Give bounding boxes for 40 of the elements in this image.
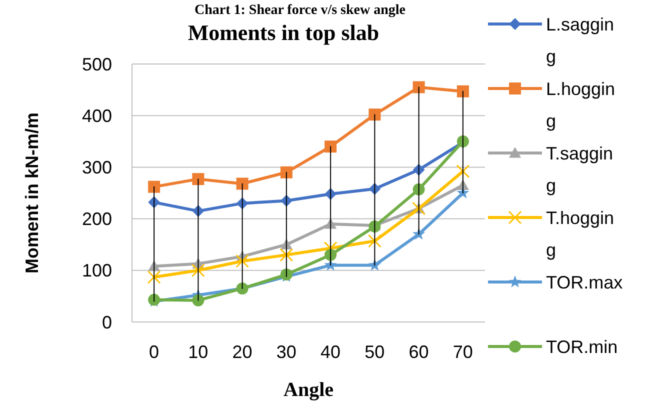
chart-title: Moments in top slab [188, 20, 380, 45]
x-tick-label: 70 [452, 342, 473, 362]
legend-label: T.sagging [546, 143, 614, 196]
legend-label: T.hogging [546, 208, 614, 260]
y-tick-label: 500 [82, 54, 112, 74]
legend-label: L.sagging [546, 14, 614, 66]
y-tick-label: 0 [102, 312, 112, 332]
y-tick-label: 300 [82, 158, 112, 178]
point [324, 241, 338, 255]
point [192, 173, 204, 186]
point [236, 254, 250, 268]
y-tick-label: 100 [82, 260, 112, 281]
point [324, 140, 337, 153]
y-tick-label: 200 [82, 209, 112, 230]
point [192, 294, 204, 306]
caption: Chart 1: Shear force v/s skew angle [194, 3, 406, 18]
point [236, 178, 248, 190]
point [191, 264, 205, 278]
x-tick-label: 0 [149, 342, 160, 362]
y-tick-label: 400 [82, 106, 112, 126]
x-tick-label: 20 [232, 342, 252, 362]
point [280, 166, 292, 178]
legend-label: TOR.max [546, 272, 623, 292]
point [368, 108, 381, 121]
point [148, 180, 160, 193]
legend-label: TOR.min [546, 336, 618, 357]
point [456, 164, 470, 178]
x-tick-label: 40 [320, 342, 341, 362]
point [280, 248, 294, 262]
x-axis-title: Angle [284, 379, 334, 401]
point [147, 270, 161, 284]
point [368, 234, 382, 248]
y-axis-title: Moment in kN-m/m [22, 112, 42, 274]
legend-label: L.hogging [546, 78, 616, 131]
x-tick-label: 60 [408, 342, 429, 362]
point [412, 81, 425, 94]
x-tick-label: 30 [276, 342, 296, 362]
x-tick-label: 10 [188, 342, 208, 362]
point [456, 85, 469, 98]
x-tick-label: 50 [364, 342, 385, 362]
